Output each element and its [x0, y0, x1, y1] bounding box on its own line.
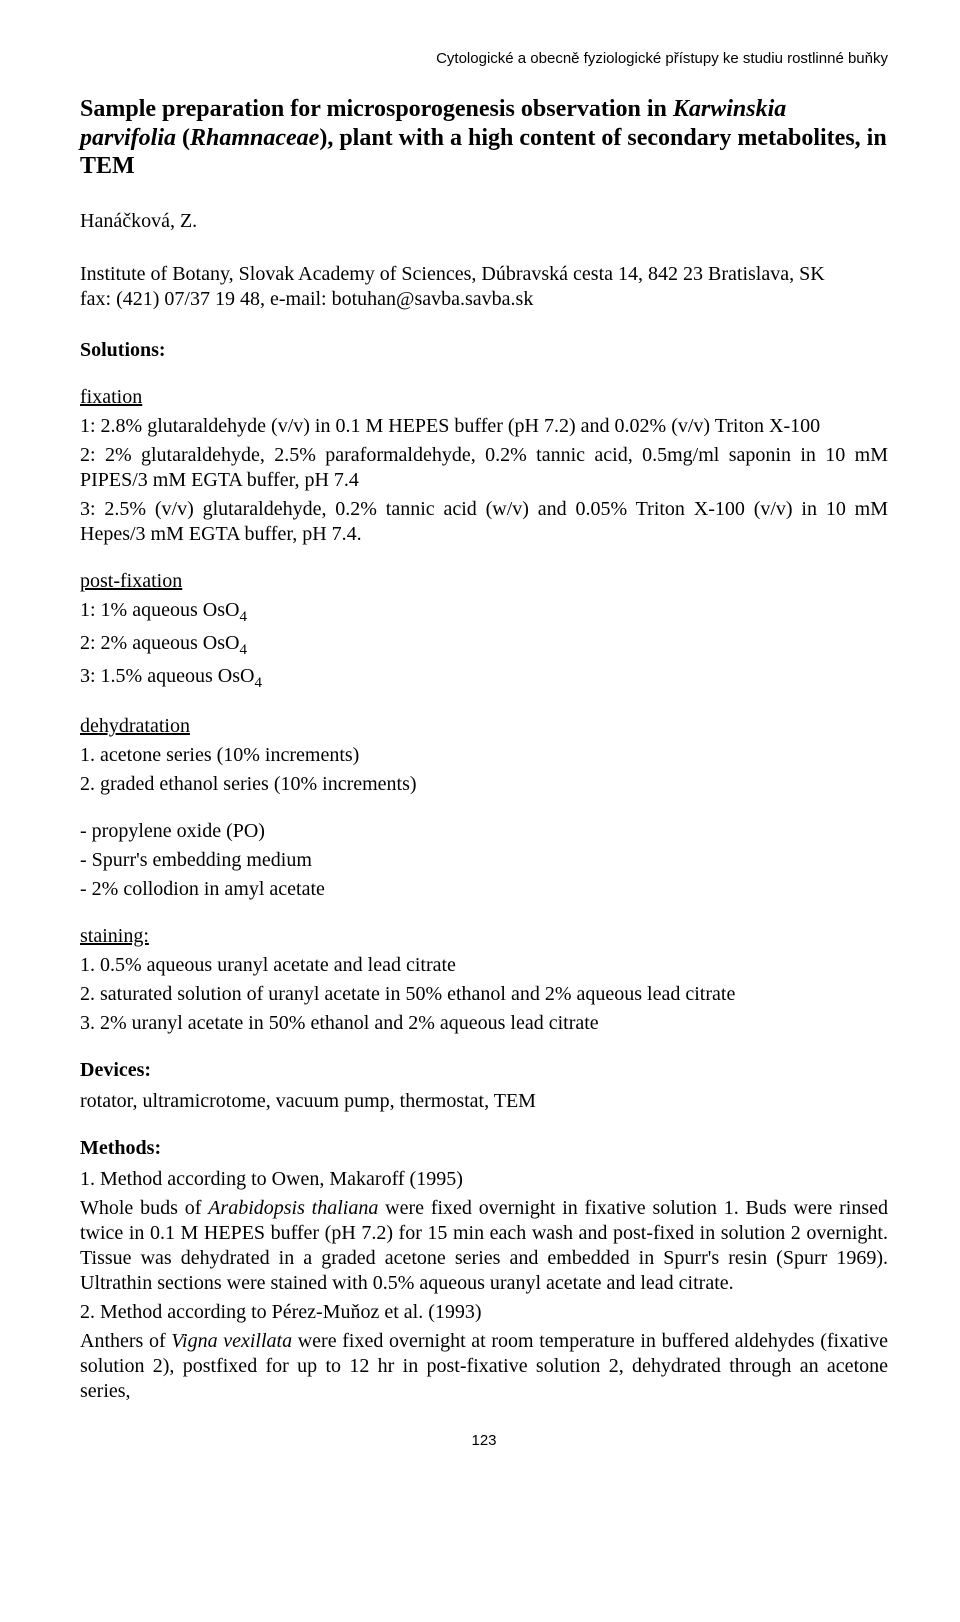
- misc-item-1: - propylene oxide (PO): [80, 819, 888, 844]
- misc-block: - propylene oxide (PO) - Spurr's embeddi…: [80, 819, 888, 902]
- title-italic-2: Rhamnaceae: [190, 125, 319, 151]
- dehydratation-item-1: 1. acetone series (10% increments): [80, 743, 888, 768]
- m1-italic: Arabidopsis thaliana: [208, 1197, 378, 1219]
- staining-block: staining: 1. 0.5% aqueous uranyl acetate…: [80, 924, 888, 1036]
- subscript-4: 4: [254, 675, 262, 691]
- staining-item-2: 2. saturated solution of uranyl acetate …: [80, 982, 888, 1007]
- fixation-label: fixation: [80, 385, 888, 410]
- misc-item-2: - Spurr's embedding medium: [80, 848, 888, 873]
- staining-item-3: 3. 2% uranyl acetate in 50% ethanol and …: [80, 1011, 888, 1036]
- running-header: Cytologické a obecně fyziologické přístu…: [80, 50, 888, 69]
- m2-text-a: Anthers of: [80, 1330, 171, 1352]
- misc-item-3: - 2% collodion in amyl acetate: [80, 877, 888, 902]
- method-2-body: Anthers of Vigna vexillata were fixed ov…: [80, 1329, 888, 1404]
- staining-label: staining:: [80, 924, 888, 949]
- title-text-pre: Sample preparation for microsporogenesis…: [80, 96, 673, 122]
- postfixation-item-2: 2: 2% aqueous OsO4: [80, 631, 888, 660]
- pf2-text: 2: 2% aqueous OsO: [80, 632, 239, 654]
- devices-block: Devices: rotator, ultramicrotome, vacuum…: [80, 1058, 888, 1114]
- postfixation-block: post-fixation 1: 1% aqueous OsO4 2: 2% a…: [80, 569, 888, 692]
- affiliation-line-1: Institute of Botany, Slovak Academy of S…: [80, 262, 888, 287]
- dehydratation-block: dehydratation 1. acetone series (10% inc…: [80, 714, 888, 797]
- affiliation: Institute of Botany, Slovak Academy of S…: [80, 262, 888, 312]
- dehydratation-item-2: 2. graded ethanol series (10% increments…: [80, 772, 888, 797]
- subscript-4: 4: [239, 642, 247, 658]
- page-number: 123: [80, 1432, 888, 1451]
- pf1-text: 1: 1% aqueous OsO: [80, 599, 239, 621]
- author: Hanáčková, Z.: [80, 209, 888, 234]
- title-text-mid: (: [176, 125, 190, 151]
- method-1-title: 1. Method according to Owen, Makaroff (1…: [80, 1167, 888, 1192]
- page: Cytologické a obecně fyziologické přístu…: [0, 0, 960, 1491]
- postfixation-label: post-fixation: [80, 569, 888, 594]
- pf3-text: 3: 1.5% aqueous OsO: [80, 665, 254, 687]
- postfixation-item-1: 1: 1% aqueous OsO4: [80, 598, 888, 627]
- m2-italic: Vigna vexillata: [171, 1330, 292, 1352]
- devices-heading: Devices:: [80, 1058, 888, 1083]
- postfixation-item-3: 3: 1.5% aqueous OsO4: [80, 664, 888, 693]
- affiliation-line-2: fax: (421) 07/37 19 48, e-mail: botuhan@…: [80, 287, 888, 312]
- devices-text: rotator, ultramicrotome, vacuum pump, th…: [80, 1089, 888, 1114]
- fixation-item-2: 2: 2% glutaraldehyde, 2.5% paraformaldeh…: [80, 443, 888, 493]
- dehydratation-label: dehydratation: [80, 714, 888, 739]
- fixation-block: fixation 1: 2.8% glutaraldehyde (v/v) in…: [80, 385, 888, 547]
- method-2-title: 2. Method according to Pérez-Muňoz et al…: [80, 1300, 888, 1325]
- methods-heading: Methods:: [80, 1136, 888, 1161]
- m1-text-a: Whole buds of: [80, 1197, 208, 1219]
- solutions-heading: Solutions:: [80, 338, 888, 363]
- fixation-item-3: 3: 2.5% (v/v) glutaraldehyde, 0.2% tanni…: [80, 497, 888, 547]
- subscript-4: 4: [239, 609, 247, 625]
- fixation-item-1: 1: 2.8% glutaraldehyde (v/v) in 0.1 M HE…: [80, 414, 888, 439]
- method-1-body: Whole buds of Arabidopsis thaliana were …: [80, 1196, 888, 1296]
- methods-block: Methods: 1. Method according to Owen, Ma…: [80, 1136, 888, 1404]
- staining-item-1: 1. 0.5% aqueous uranyl acetate and lead …: [80, 953, 888, 978]
- article-title: Sample preparation for microsporogenesis…: [80, 95, 888, 181]
